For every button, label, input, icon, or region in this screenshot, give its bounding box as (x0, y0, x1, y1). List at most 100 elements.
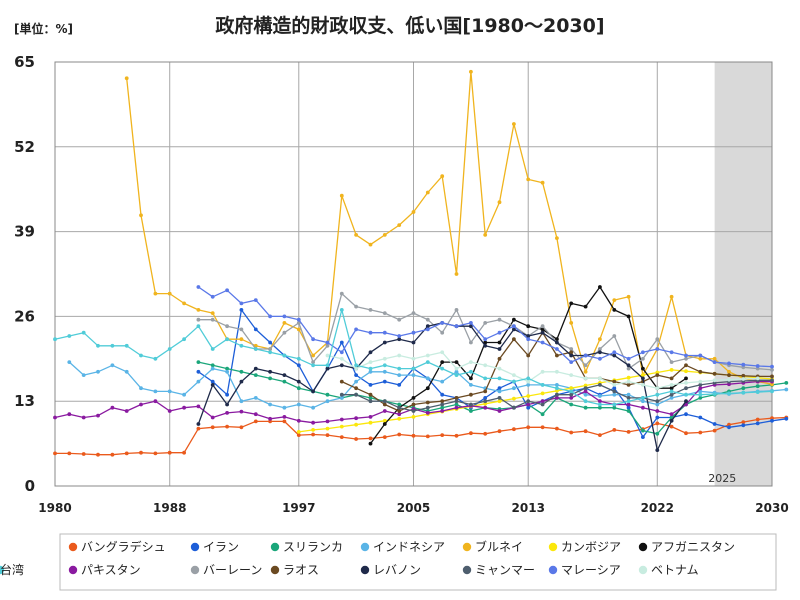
data-point (325, 399, 330, 404)
data-point (382, 418, 387, 423)
legend-item: イラン (190, 540, 239, 554)
data-point (382, 379, 387, 384)
data-point (296, 356, 301, 361)
data-point (425, 386, 430, 391)
data-point (282, 314, 287, 319)
data-point (684, 353, 688, 358)
data-point (339, 308, 344, 312)
forecast-annotation: 2025 (708, 472, 736, 485)
data-point (282, 373, 287, 377)
legend-marker (270, 542, 280, 552)
series-line (298, 369, 773, 433)
data-point (96, 343, 100, 348)
legend-label: ブルネイ (475, 539, 523, 554)
data-point (339, 435, 344, 439)
data-point (440, 402, 445, 407)
data-point (368, 383, 373, 387)
data-point (598, 350, 602, 355)
series-ブルネイ (124, 69, 774, 387)
data-point (325, 419, 330, 424)
data-point (167, 409, 172, 413)
data-point (368, 396, 373, 400)
data-point (354, 363, 358, 368)
data-point (268, 314, 272, 319)
data-point (712, 371, 717, 376)
data-point (598, 405, 602, 410)
data-point (784, 381, 789, 385)
data-point (497, 389, 502, 394)
data-point (598, 337, 602, 342)
data-point (583, 363, 588, 368)
data-point (469, 340, 473, 345)
legend-marker (462, 565, 472, 575)
data-point (512, 324, 516, 329)
data-point (182, 392, 187, 397)
legend-marker (638, 542, 648, 552)
data-point (626, 396, 631, 400)
data-point (139, 450, 143, 455)
data-point (296, 327, 301, 332)
data-point (296, 317, 301, 322)
data-point (583, 429, 588, 434)
legend-item: インドネシア (360, 540, 445, 554)
data-point (210, 347, 215, 351)
data-point (454, 360, 459, 364)
data-point (626, 366, 631, 371)
data-point (454, 324, 459, 329)
data-point (268, 350, 272, 355)
data-point (655, 392, 660, 397)
data-point (469, 69, 473, 74)
data-point (483, 399, 488, 404)
legend-marker (360, 565, 370, 575)
data-point (626, 405, 631, 410)
data-point (583, 392, 588, 397)
data-point (311, 389, 315, 394)
data-point (354, 304, 358, 309)
data-point (210, 363, 215, 368)
legend-label: レバノン (373, 563, 421, 577)
data-point (339, 340, 344, 345)
data-point (526, 337, 531, 342)
data-point (526, 402, 531, 407)
data-point (483, 376, 488, 381)
data-point (411, 330, 416, 335)
data-point (268, 419, 272, 424)
data-point (555, 347, 559, 351)
data-point (698, 379, 703, 384)
data-point (512, 427, 516, 432)
data-point (526, 399, 531, 404)
data-point (454, 396, 459, 400)
data-point (569, 396, 574, 400)
data-point (339, 350, 344, 355)
data-point (96, 369, 100, 374)
data-point (210, 317, 215, 322)
data-point (512, 327, 516, 332)
data-point (411, 415, 416, 419)
data-point (368, 420, 373, 425)
data-point (497, 386, 502, 391)
series-パキスタン (53, 379, 774, 425)
legend: バングラデシュ イラン スリランカ インドネシア ブルネイ カンボジア アフガニスタンパキス… (0, 539, 735, 577)
data-point (368, 441, 373, 446)
data-point (182, 301, 187, 306)
data-point (698, 389, 703, 394)
data-point (512, 337, 516, 342)
data-point (96, 413, 100, 418)
data-point (784, 416, 789, 421)
legend-item: バングラデシュ (68, 539, 166, 554)
data-point (239, 409, 244, 414)
data-point (583, 353, 588, 358)
data-point (655, 431, 660, 436)
data-point (755, 384, 760, 389)
data-point (555, 386, 559, 391)
legend-marker (0, 565, 5, 575)
legend-marker (68, 542, 78, 552)
data-point (483, 396, 488, 400)
data-point (225, 288, 230, 293)
data-point (368, 366, 373, 371)
data-point (612, 334, 617, 338)
x-tick-label: 1997 (282, 501, 315, 515)
data-point (440, 392, 445, 397)
data-point (454, 373, 459, 377)
